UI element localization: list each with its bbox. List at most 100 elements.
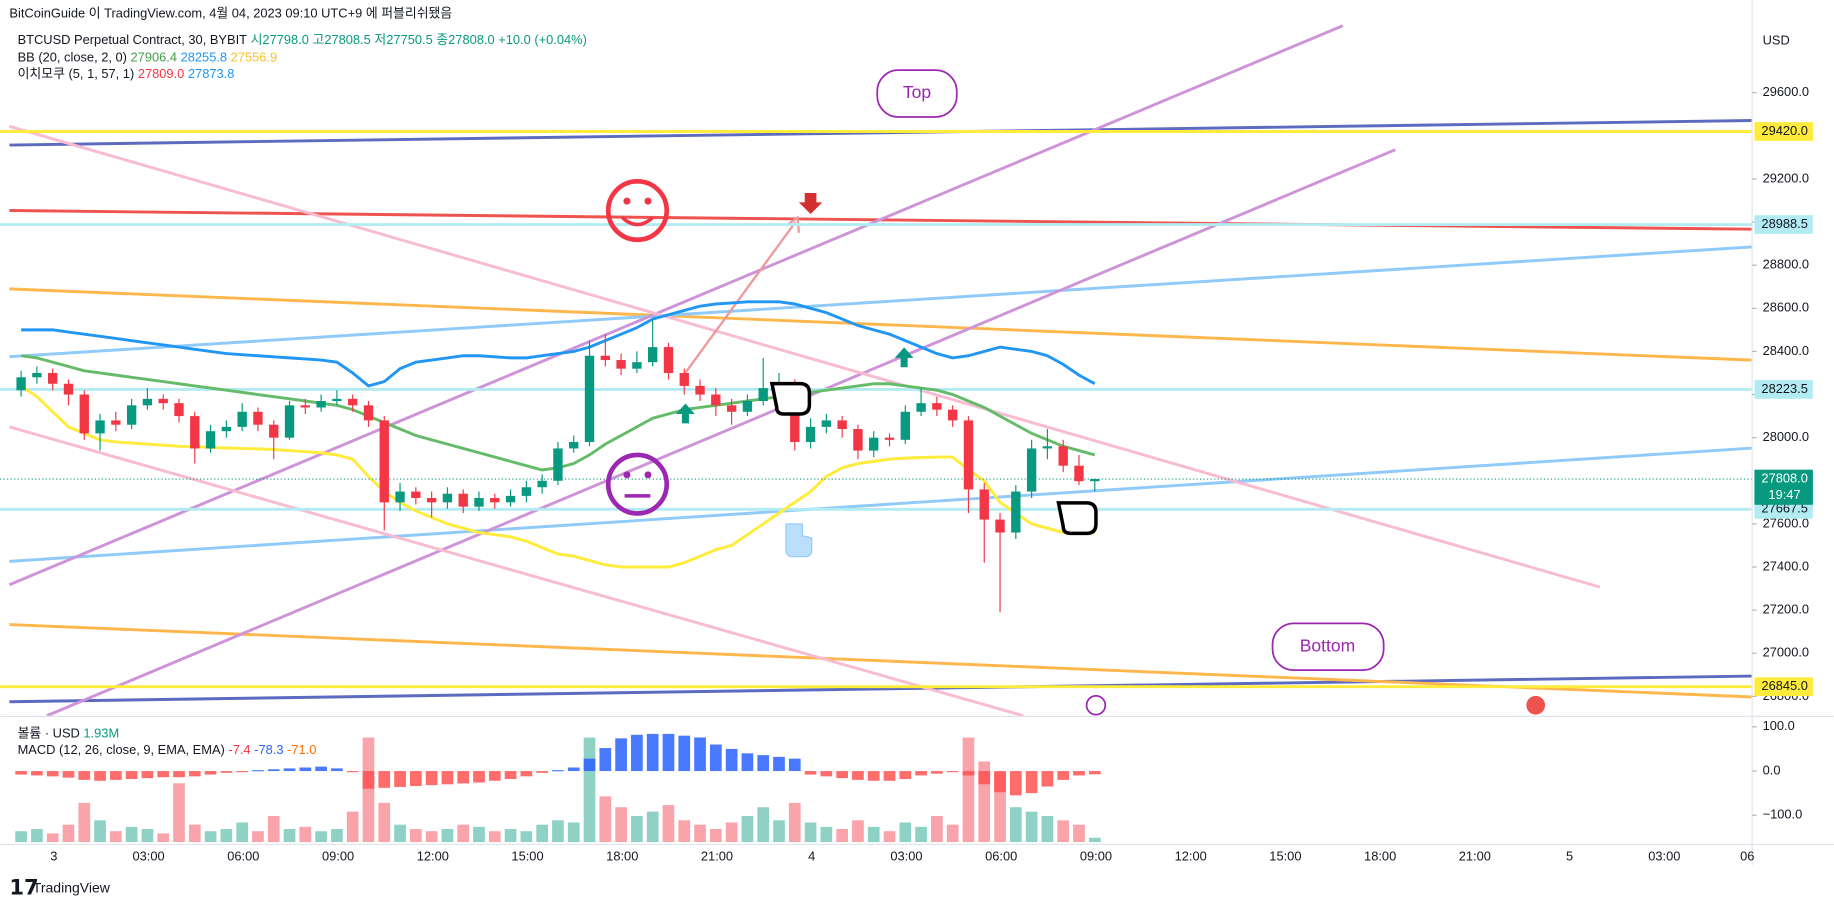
x-tick-label: 12:00 bbox=[417, 849, 449, 864]
candle-body bbox=[995, 519, 1005, 533]
volume-bar bbox=[125, 826, 138, 843]
event-icon bbox=[1526, 695, 1546, 715]
y-tick-label: 28000.0 bbox=[1763, 429, 1809, 444]
price-tag bbox=[1754, 122, 1813, 141]
trend-line bbox=[9, 287, 1753, 362]
y-tick-label: 27000.0 bbox=[1763, 645, 1809, 660]
macd-bar bbox=[567, 767, 580, 772]
price-tag bbox=[1754, 380, 1813, 399]
candle-body bbox=[632, 362, 642, 369]
y-unit: USD bbox=[1763, 32, 1790, 47]
candle-body bbox=[537, 480, 547, 488]
candle-body bbox=[300, 405, 310, 408]
macd-bar bbox=[141, 771, 154, 779]
candle-body bbox=[805, 426, 816, 442]
volume-bar bbox=[46, 833, 59, 843]
trend-line bbox=[9, 425, 1024, 716]
macd-bar bbox=[457, 771, 470, 784]
candle-body bbox=[284, 405, 295, 438]
macd-bar bbox=[631, 734, 643, 772]
candle-body bbox=[205, 431, 216, 449]
macd-bar bbox=[78, 771, 91, 780]
candle-body bbox=[1042, 446, 1053, 449]
candle-body bbox=[253, 411, 263, 425]
eye bbox=[644, 471, 652, 479]
macd-bar bbox=[788, 758, 801, 772]
x-tick-label: 3 bbox=[50, 849, 57, 864]
price-tag-label: 28223.5 bbox=[1761, 381, 1807, 396]
candle-body bbox=[758, 388, 768, 402]
candle-body bbox=[553, 448, 563, 481]
macd-bar bbox=[994, 771, 1006, 793]
macd-value: -78.3 bbox=[254, 742, 283, 757]
macd-bar bbox=[852, 771, 864, 780]
candle-body bbox=[1011, 491, 1021, 533]
volume-bar bbox=[725, 822, 738, 843]
candle-body bbox=[158, 398, 168, 404]
volume-bar bbox=[709, 829, 722, 843]
happy-face bbox=[605, 178, 670, 243]
macd-bar bbox=[299, 767, 312, 772]
callout-box bbox=[1271, 622, 1385, 672]
volume-bar bbox=[631, 815, 643, 843]
y-tick-label: 28800.0 bbox=[1763, 257, 1809, 272]
candle-body bbox=[237, 411, 247, 427]
candle-body bbox=[474, 498, 484, 507]
candle-body bbox=[363, 405, 374, 421]
volume-bar bbox=[488, 831, 501, 843]
macd-bar bbox=[536, 771, 549, 773]
price-tag-label: 27808.0 bbox=[1761, 470, 1807, 485]
volume-bar bbox=[599, 796, 612, 843]
x-tick-label: 4 bbox=[808, 849, 815, 864]
macd-bar bbox=[836, 771, 848, 779]
volume-bar bbox=[852, 820, 864, 843]
trend-line bbox=[46, 148, 1396, 716]
macd-bar bbox=[520, 771, 533, 777]
macd-value: -71.0 bbox=[287, 742, 316, 757]
volume-bar bbox=[267, 815, 280, 843]
volume-bar bbox=[1009, 807, 1022, 843]
macd-bar bbox=[109, 771, 122, 780]
candle-body bbox=[269, 424, 279, 438]
macd-bar bbox=[709, 744, 722, 772]
macd-bar bbox=[883, 771, 896, 781]
bb-value: 28255.8 bbox=[181, 50, 227, 65]
volume-bar bbox=[883, 831, 896, 843]
y-tick-label: 27200.0 bbox=[1763, 602, 1809, 617]
volume-bar bbox=[299, 826, 312, 843]
x-tick-label: 18:00 bbox=[606, 849, 638, 864]
band-line bbox=[20, 384, 1095, 569]
ohlc: 시27798.0 bbox=[251, 32, 309, 47]
x-tick-label: 03:00 bbox=[1648, 849, 1680, 864]
volume-bar bbox=[378, 802, 391, 843]
arrow-line bbox=[683, 221, 797, 375]
volume-bar bbox=[441, 829, 454, 843]
macd-bar bbox=[694, 737, 706, 772]
x-tick-label: 09:00 bbox=[322, 849, 354, 864]
arrow-head bbox=[785, 215, 801, 233]
candle-body bbox=[916, 403, 926, 412]
candle-body bbox=[111, 420, 121, 425]
volume-bar bbox=[931, 815, 943, 843]
macd-bar bbox=[552, 770, 564, 772]
macd-bar bbox=[773, 756, 785, 772]
macd-bar bbox=[15, 771, 27, 775]
x-tick-label: 09:00 bbox=[1080, 849, 1112, 864]
candle-body bbox=[884, 437, 895, 440]
volume-bar bbox=[662, 805, 675, 843]
volume-bar bbox=[1073, 824, 1085, 843]
legend: BTCUSD Perpetual Contract, 30, BYBIT 시27… bbox=[18, 32, 587, 47]
macd-bar bbox=[331, 768, 343, 772]
macd-bar bbox=[820, 771, 833, 777]
ohlc: 종27808.0 bbox=[436, 32, 494, 47]
candle-body bbox=[348, 398, 358, 406]
candle-body bbox=[616, 360, 626, 369]
macd-bar bbox=[725, 748, 738, 772]
volume-bar bbox=[867, 826, 880, 843]
volume-bar bbox=[62, 824, 75, 843]
candle-body bbox=[869, 437, 879, 451]
macd-bar bbox=[946, 771, 959, 773]
y-tick-label: 29200.0 bbox=[1763, 170, 1809, 185]
candle-body bbox=[947, 409, 958, 421]
volume-bar bbox=[173, 783, 185, 843]
